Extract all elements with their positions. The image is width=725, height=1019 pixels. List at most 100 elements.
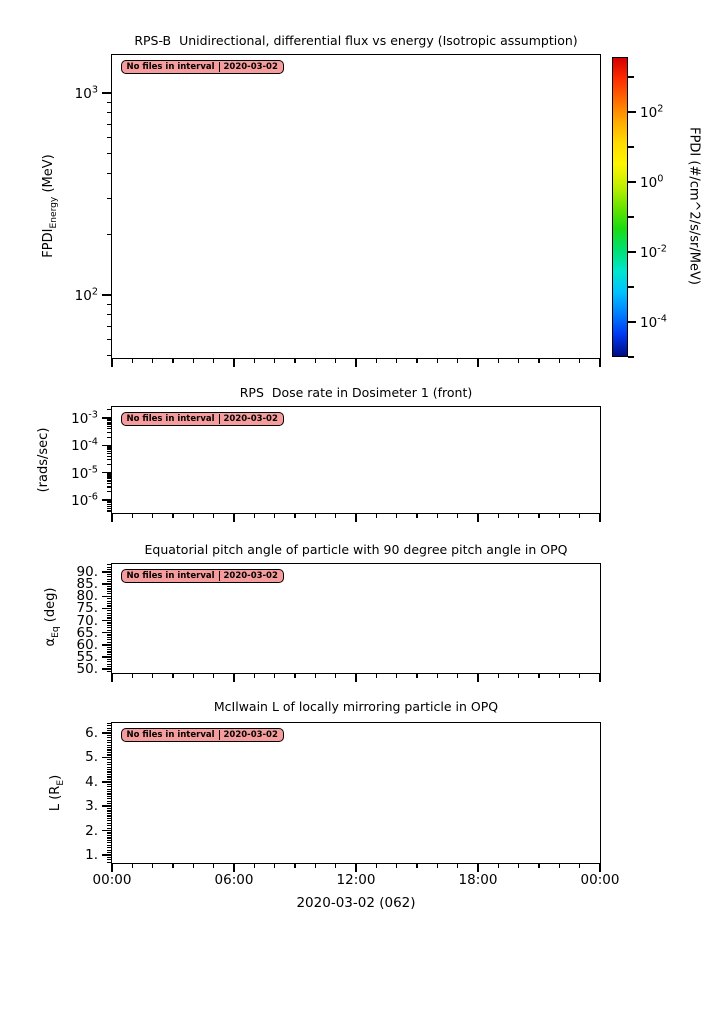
y-tick-label: 102 [74,286,98,304]
panel-dose-title: RPS Dose rate in Dosimeter 1 (front) [239,385,473,400]
tick-mark [172,358,174,363]
tick-mark [192,863,195,868]
y-tick-label: 85. [76,576,98,593]
tick-mark [273,673,276,678]
tick-mark [375,513,378,518]
tick-mark [294,358,296,363]
tick-mark [599,358,601,367]
tick-mark [131,863,134,868]
tick-mark [497,673,500,678]
tick-mark [355,358,357,367]
tick-mark [578,513,581,518]
tick-mark [151,863,154,868]
no-data-date: 2020-03-02 [223,729,278,740]
tick-mark [334,358,337,363]
flux-y-axis-label: FPDIEnergy (MeV) [41,154,59,258]
badge-divider [218,413,220,425]
tick-mark [558,513,561,518]
mcilwain-l-plot-area: No files in interval 2020-03-02 [110,721,601,864]
tick-mark [395,863,398,868]
tick-mark [416,863,418,868]
tick-mark [627,76,634,78]
tick-mark [314,513,317,518]
tick-mark [395,358,398,363]
colorbar-axis-label: FPDI (#/cm^2/s/sr/MeV) [686,127,702,285]
tick-mark [477,358,479,367]
tick-mark [233,513,235,522]
tick-mark [538,863,540,868]
tick-mark [436,673,439,678]
tick-mark [355,863,357,872]
tick-mark [294,513,296,518]
flux-plot-area: No files in interval 2020-03-02 [110,53,601,359]
y-tick-label: 6. [85,725,98,741]
tick-mark [131,673,134,678]
tick-mark [273,863,276,868]
no-data-text: No files in interval [126,413,215,424]
no-data-date: 2020-03-02 [223,413,278,424]
y-tick-label: 75. [76,600,98,617]
tick-mark [436,358,439,363]
y-tick-label: 80. [76,588,98,605]
tick-mark [477,863,479,872]
tick-mark [294,673,296,678]
x-tick-label: 06:00 [214,872,254,888]
tick-mark [578,358,581,363]
badge-divider [218,729,220,741]
x-tick-label: 12:00 [336,872,376,888]
y-tick-label: 103 [74,84,98,102]
badge-divider [218,570,220,582]
tick-mark [627,146,634,148]
tick-mark [558,673,561,678]
tick-mark [538,673,540,678]
y-tick-label: 50. [76,661,98,677]
tick-mark [497,513,500,518]
panel-pitch-angle-title: Equatorial pitch angle of particle with … [144,542,568,557]
tick-mark [151,358,154,363]
no-data-date: 2020-03-02 [223,61,278,72]
tick-mark [627,251,636,253]
tick-mark [192,513,195,518]
tick-mark [517,673,520,678]
tick-mark [355,673,357,682]
tick-mark [111,358,113,367]
tick-mark [477,513,479,522]
tick-mark [538,513,540,518]
tick-mark [273,513,276,518]
y-tick-label: 5. [85,749,98,766]
no-data-text: No files in interval [126,61,215,72]
no-data-badge: No files in interval 2020-03-02 [120,727,284,743]
x-tick-label: 18:00 [458,872,498,888]
tick-mark [497,358,500,363]
tick-mark [395,673,398,678]
tick-mark [416,358,418,363]
tick-mark [212,863,215,868]
tick-mark [456,863,459,868]
tick-mark [558,863,561,868]
tick-mark [477,673,479,682]
tick-mark [131,358,134,363]
tick-mark [253,358,256,363]
tick-mark [627,111,636,113]
tick-mark [627,321,636,323]
y-tick-label: 10-5 [71,463,98,482]
tick-mark [558,358,561,363]
tick-mark [212,513,215,518]
y-tick-label: 60. [76,636,98,653]
tick-mark [334,513,337,518]
y-tick-label: 90. [76,564,98,580]
tick-mark [517,863,520,868]
tick-mark [517,358,520,363]
tick-mark [212,358,215,363]
tick-mark [172,673,174,678]
colorbar-tick-label: 100 [640,173,664,191]
dose-y-axis-label: (rads/sec) [36,427,52,493]
no-data-badge: No files in interval 2020-03-02 [120,59,284,75]
colorbar-tick-label: 10-4 [640,313,667,331]
tick-mark [294,863,296,868]
tick-mark [578,863,581,868]
tick-mark [111,863,113,872]
tick-mark [627,356,634,358]
tick-mark [172,863,174,868]
tick-mark [599,673,601,682]
